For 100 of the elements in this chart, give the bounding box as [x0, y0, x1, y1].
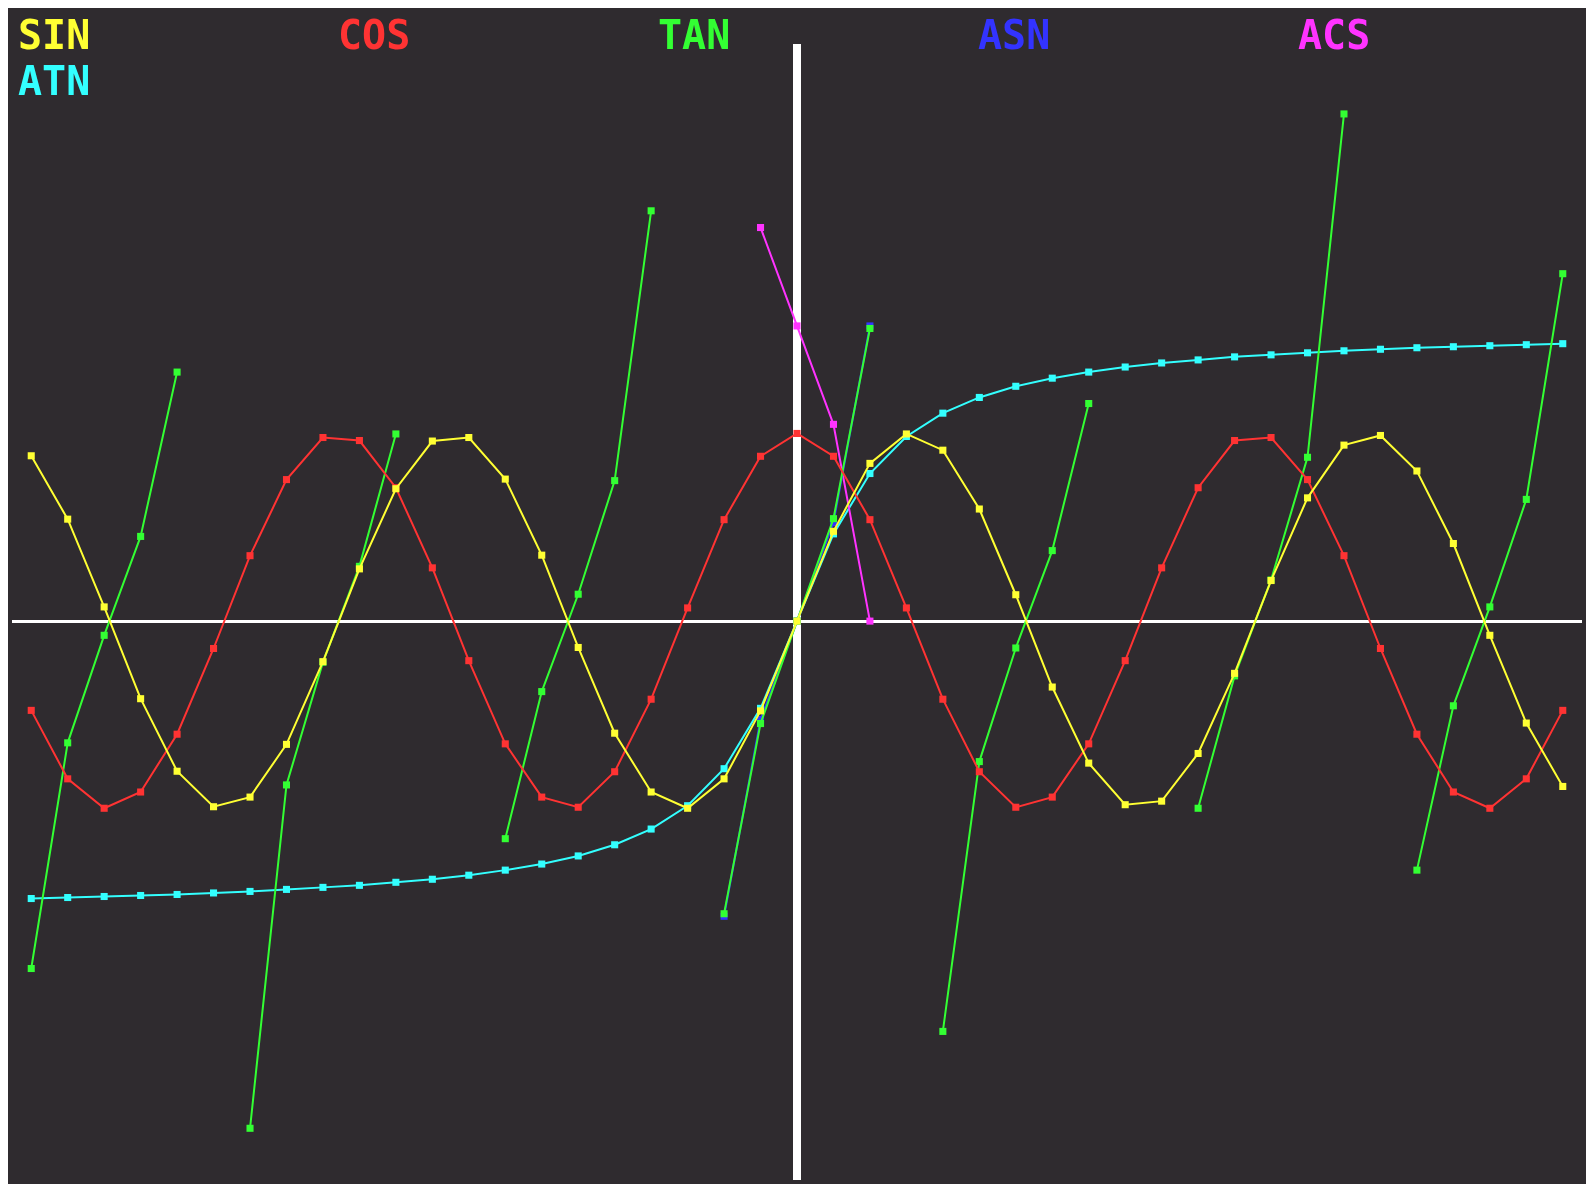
text: ASN [978, 12, 1052, 58]
point [975, 758, 983, 766]
point [757, 224, 765, 232]
point [1048, 374, 1056, 382]
point [64, 739, 72, 747]
point [137, 891, 145, 900]
point [465, 433, 473, 442]
text: ACS [1298, 12, 1372, 58]
point [1085, 399, 1093, 408]
point [173, 767, 181, 775]
point [1559, 706, 1567, 714]
point [647, 695, 655, 703]
text: TAN [658, 12, 732, 58]
point [64, 893, 72, 902]
point [574, 803, 582, 811]
point [210, 803, 218, 811]
point [611, 729, 619, 737]
point [1048, 793, 1056, 801]
point [939, 695, 947, 703]
point [757, 720, 765, 728]
point [1048, 547, 1056, 555]
point [574, 590, 582, 598]
point [392, 430, 400, 438]
point [1158, 359, 1166, 367]
point [720, 765, 728, 773]
point [1486, 603, 1494, 611]
point [64, 515, 72, 523]
point [1194, 749, 1202, 758]
point [1559, 270, 1567, 278]
point [392, 878, 400, 886]
point [1085, 368, 1093, 376]
point [501, 475, 509, 483]
point [100, 804, 108, 812]
point [1413, 467, 1421, 475]
point [866, 516, 874, 524]
point [1340, 552, 1348, 560]
point [27, 964, 35, 973]
point [282, 885, 291, 893]
point [1376, 644, 1384, 653]
point [611, 477, 619, 485]
point [210, 889, 218, 897]
point [538, 551, 546, 559]
point [1522, 341, 1530, 349]
point [538, 860, 546, 868]
point [939, 1027, 947, 1035]
point [355, 437, 363, 445]
point [1303, 349, 1312, 357]
point [1267, 351, 1275, 359]
point [1085, 759, 1093, 767]
point [939, 446, 947, 454]
point [793, 322, 801, 330]
point [1376, 345, 1384, 353]
point [1121, 657, 1129, 665]
point [1085, 740, 1093, 748]
point [246, 793, 254, 801]
point [1449, 788, 1457, 796]
point [319, 433, 327, 442]
point [355, 881, 363, 889]
point [1194, 484, 1202, 492]
point [137, 532, 145, 540]
point [27, 452, 35, 460]
point [1449, 539, 1457, 548]
point [100, 603, 108, 611]
text: COS [338, 12, 412, 58]
point [829, 452, 837, 460]
point [27, 706, 35, 714]
point [1158, 797, 1166, 805]
point [1449, 343, 1457, 351]
point [866, 617, 874, 625]
point [137, 695, 145, 703]
point [246, 552, 254, 560]
point [1012, 644, 1020, 652]
point [173, 730, 181, 738]
point [282, 781, 291, 789]
point [100, 892, 108, 901]
point [1012, 382, 1020, 390]
point [100, 631, 108, 639]
point [1559, 340, 1567, 348]
point [27, 895, 35, 903]
point [246, 1124, 254, 1132]
point [465, 657, 473, 665]
point [1121, 363, 1129, 371]
point [793, 429, 801, 437]
point [1012, 591, 1020, 599]
point [282, 476, 291, 484]
point [975, 393, 983, 401]
point [465, 871, 473, 879]
point [210, 644, 218, 653]
point [1267, 433, 1275, 442]
point [1522, 719, 1530, 727]
point [1303, 476, 1312, 484]
point [246, 887, 254, 895]
point [829, 515, 837, 523]
point [1522, 495, 1530, 503]
text: ATN [18, 58, 92, 104]
point [902, 604, 910, 612]
text: SIN [18, 12, 92, 58]
point [1522, 775, 1530, 783]
point [501, 866, 509, 874]
point [1012, 803, 1020, 811]
